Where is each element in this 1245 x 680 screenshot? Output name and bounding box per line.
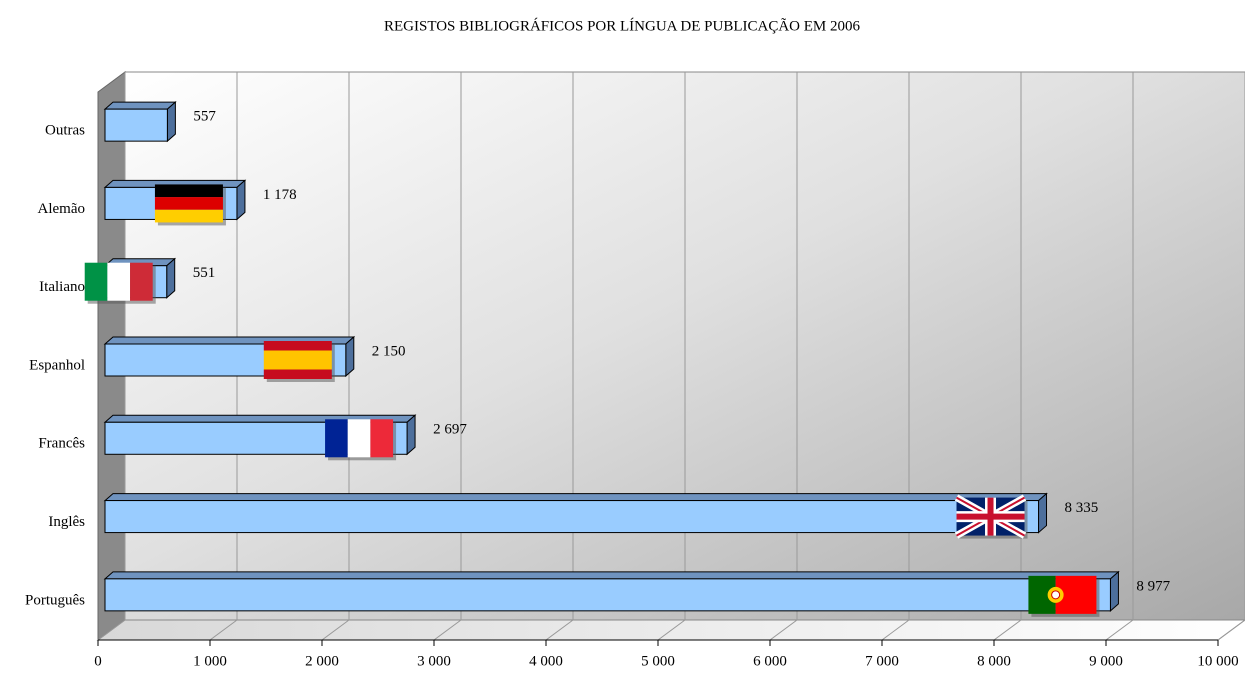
x-tick-label: 6 000	[753, 653, 787, 669]
value-label: 1 178	[263, 187, 297, 203]
x-tick-label: 1 000	[193, 653, 227, 669]
x-tick-label: 4 000	[529, 653, 563, 669]
x-tick-label: 8 000	[977, 653, 1011, 669]
value-label: 8 977	[1136, 578, 1170, 594]
y-tick-label: Alemão	[38, 201, 85, 217]
x-tick-label: 5 000	[641, 653, 675, 669]
floor-grid-line	[1105, 619, 1134, 641]
value-label: 551	[193, 265, 216, 281]
bar-side	[345, 335, 355, 378]
floor-grid-line	[433, 619, 462, 641]
flag-stripe	[84, 262, 108, 301]
bar	[103, 101, 177, 143]
x-tick-label: 9 000	[1089, 653, 1123, 669]
bar-front	[104, 578, 1111, 612]
flag-stripe	[325, 419, 348, 458]
value-label: 2 697	[433, 422, 467, 438]
bar	[103, 570, 1120, 612]
flag-stripe	[263, 341, 332, 351]
y-tick-label: Inglês	[48, 514, 85, 530]
flag	[1028, 575, 1100, 617]
flag-emblem	[1051, 590, 1061, 600]
bar-side	[1038, 492, 1048, 534]
bar-top	[103, 493, 1048, 502]
flag	[154, 184, 226, 226]
floor-grid-line	[993, 619, 1022, 641]
y-tick-label: Outras	[45, 123, 85, 139]
x-tick-label: 2 000	[305, 653, 339, 669]
value-label: 8 335	[1065, 500, 1099, 516]
bar-front	[104, 108, 168, 142]
chart-title: REGISTOS BIBLIOGRÁFICOS POR LÍNGUA DE PU…	[384, 17, 861, 34]
y-tick-label: Português	[25, 592, 85, 608]
value-label: 2 150	[372, 343, 406, 359]
bar-side	[166, 257, 176, 299]
y-tick-label: Italiano	[39, 279, 85, 295]
bar-side	[406, 414, 416, 456]
floor-grid-line	[769, 619, 798, 641]
flag	[954, 494, 1028, 539]
flag	[263, 341, 335, 382]
value-label: 557	[193, 109, 216, 125]
y-tick-label: Espanhol	[29, 357, 85, 373]
flag	[325, 419, 397, 461]
flag-stripe	[154, 209, 223, 223]
x-tick-label: 7 000	[865, 653, 899, 669]
flag-stripe	[263, 369, 332, 379]
flag-stripe	[370, 419, 394, 458]
floor-grid-line	[209, 619, 238, 641]
flag-stripe	[130, 262, 153, 301]
flag	[84, 262, 156, 304]
bar-side	[1109, 570, 1119, 612]
flag-stripe	[154, 184, 223, 198]
floor-grid-line	[321, 619, 350, 641]
bar-top	[103, 571, 1120, 580]
flag-stripe	[107, 262, 131, 301]
bar-side	[166, 101, 176, 143]
flag-stripe	[154, 197, 223, 210]
x-tick-label: 10 000	[1197, 653, 1238, 669]
floor-grid-line	[97, 619, 126, 641]
bar-side	[236, 179, 246, 221]
bar-front	[104, 500, 1040, 534]
flag-stripe	[263, 350, 332, 370]
flag-stripe	[347, 419, 371, 458]
floor-grid-line	[545, 619, 574, 641]
flag-cross	[956, 497, 1025, 536]
floor-grid-line	[1217, 619, 1245, 641]
floor-grid-line	[657, 619, 686, 641]
floor-grid-line	[881, 619, 910, 641]
x-tick-label: 3 000	[417, 653, 451, 669]
y-tick-label: Francês	[38, 436, 85, 452]
x-tick-label: 0	[94, 653, 102, 669]
bar-top	[103, 101, 177, 110]
bar	[103, 492, 1048, 534]
